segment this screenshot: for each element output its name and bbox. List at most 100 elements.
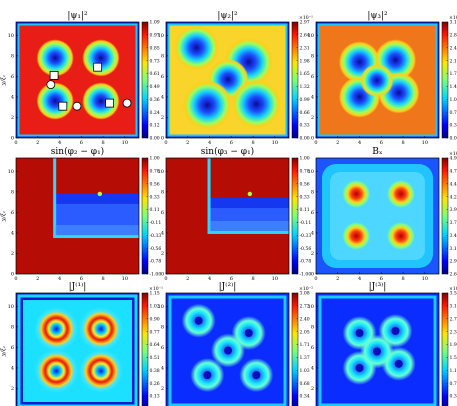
y-tick-label: 2 — [311, 115, 314, 121]
colorbar-tick-label: 3.44 — [450, 233, 457, 239]
square-marker — [93, 62, 103, 72]
colorbar-scale-label: ×10⁻¹ — [149, 286, 163, 292]
plot-frame — [315, 21, 440, 139]
plot-area — [16, 293, 139, 406]
colorbar-tick-label: 1.57 — [450, 355, 457, 361]
colorbar-tick-label: 4.98 — [450, 156, 457, 162]
colorbar-tick-label: 0.51 — [150, 355, 160, 361]
colorbar-scale-label: ×10⁻¹ — [449, 151, 457, 157]
current-ring — [78, 349, 123, 394]
x-tick-label: 10 — [272, 276, 278, 282]
colorbar-tick-label: 0.78 — [450, 381, 457, 387]
field-background — [16, 22, 139, 138]
phase-gradient — [209, 220, 289, 231]
current-core — [355, 329, 364, 338]
colorbar-tick-label: 0.38 — [150, 368, 160, 374]
field-peak — [342, 222, 371, 251]
plot-frame — [15, 21, 140, 139]
colorbar-scale-label: ×10⁻¹ — [449, 15, 457, 21]
x-tick-label: 0 — [164, 276, 167, 282]
colorbar-tick-label: 0.49 — [150, 84, 160, 90]
y-tick-label: 8 — [311, 189, 314, 195]
x-tick-label: 6 — [80, 140, 83, 146]
panel-7: |J⁽¹⁾|02468100246810y/ξ₁x/ξ₁0.000.130.26… — [1, 281, 163, 406]
colorbar-tick-label: 2.11 — [450, 58, 457, 64]
y-tick-label: 4 — [11, 95, 14, 101]
y-tick-label: 0 — [11, 272, 14, 278]
colorbar-tick-label: 1.03 — [300, 368, 310, 374]
current-core — [391, 326, 400, 335]
y-axis-label: y/ξ₁ — [1, 346, 7, 357]
colorbar-tick-label: 0.78 — [300, 168, 310, 174]
y-tick-label: 0 — [161, 272, 164, 278]
colorbar-scale-label: ×10⁻² — [449, 286, 457, 292]
panel-title: |ψ₁|² — [67, 11, 88, 21]
vortex — [82, 39, 120, 77]
x-tick-label: 10 — [122, 140, 128, 146]
colorbar-tick-label: 1.00 — [300, 156, 310, 162]
colorbar-tick-label: 0.61 — [150, 71, 160, 77]
plot-frame — [15, 157, 140, 275]
phase-wall-vertical — [53, 158, 57, 238]
y-axis-label: y/ξ₁ — [1, 75, 7, 86]
phase-singularity — [97, 191, 103, 197]
panel-8: |J⁽²⁾|02468100246810x/ξ₁0.000.340.681.03… — [158, 281, 313, 406]
colorbar-tick-label: -0.56 — [300, 246, 312, 252]
edge-current — [318, 295, 437, 406]
vortex — [36, 82, 74, 120]
colorbar-tick-label: 3.53 — [450, 291, 457, 297]
panel-5: sin(φ₃ − φ₁) 0 2 4 6 8 10 0 2 4 6 8 10 -1.00 -0.78 -0.5… — [158, 146, 312, 282]
y-tick-label: 8 — [161, 53, 164, 59]
phase-gradient — [55, 225, 139, 236]
colorbar-tick-label: 2.67 — [450, 272, 457, 278]
current-ring — [34, 306, 79, 351]
colorbar-tick-label: 3.14 — [450, 303, 457, 309]
x-tick-label: 6 — [230, 140, 233, 146]
phase-wall-horizontal — [207, 230, 289, 234]
colorbar-tick-label: 1.41 — [450, 84, 457, 90]
x-tick-label: 2 — [186, 276, 189, 282]
y-tick-label: 6 — [161, 74, 164, 80]
x-tick-label: 4 — [358, 140, 361, 146]
x-tick-label: 2 — [336, 276, 339, 282]
plot-area — [16, 22, 139, 138]
colorbar-tick-label: 0.90 — [150, 316, 160, 322]
y-tick-label: 8 — [11, 53, 14, 59]
colorbar-tick-label: 0.34 — [300, 394, 310, 400]
current-core — [355, 363, 364, 372]
y-tick-label: 10 — [308, 304, 314, 310]
colorbar-tick-label: -0.56 — [150, 246, 162, 252]
vortex — [360, 63, 394, 98]
x-tick-label: 0 — [14, 276, 17, 282]
edge-halo — [17, 23, 138, 137]
circle-marker — [46, 80, 56, 90]
colorbar-tick-label: 4.47 — [450, 181, 457, 187]
vortex — [82, 82, 120, 120]
colorbar-tick-label: 0.36 — [150, 97, 160, 103]
x-tick-label: 6 — [380, 276, 383, 282]
y-tick-label: 10 — [158, 33, 164, 39]
colorbar-tick-label: 0.24 — [150, 110, 160, 116]
edge-halo — [317, 23, 438, 137]
x-tick-label: 8 — [101, 276, 104, 282]
colorbar-tick-label: 1.09 — [150, 20, 160, 26]
square-marker — [49, 70, 59, 80]
y-tick-label: 6 — [311, 210, 314, 216]
panel-title: Bₓ — [372, 147, 383, 157]
colorbar-tick-label: -0.11 — [300, 220, 312, 226]
colorbar — [291, 157, 299, 275]
plot-area — [316, 158, 439, 274]
colorbar-tick-label: 0.78 — [150, 168, 160, 174]
panel-9: |J⁽³⁾|02468100246810x/ξ₁0.000.390.781.18… — [308, 281, 457, 406]
x-tick-label: 0 — [314, 140, 317, 146]
colorbar-tick-label: 2.75 — [450, 316, 457, 322]
current-core — [394, 359, 403, 368]
panel-title: |J⁽²⁾| — [219, 281, 237, 292]
colorbar — [291, 292, 299, 406]
field-peak — [386, 222, 415, 251]
phase-singularity — [247, 191, 253, 197]
square-marker — [105, 98, 115, 108]
y-tick-label: 8 — [11, 189, 14, 195]
phase-region-core — [209, 198, 289, 209]
